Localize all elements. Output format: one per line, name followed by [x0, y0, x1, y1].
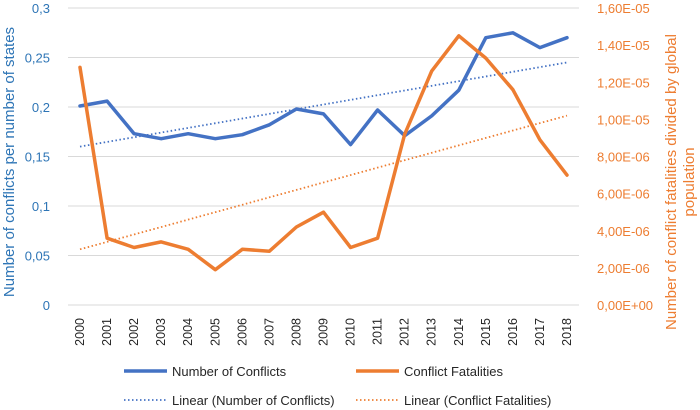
legend-label-linear-conflicts: Linear (Number of Conflicts) [172, 393, 335, 408]
left-axis-title: Number of conflicts per number of states [1, 27, 18, 297]
x-tick-label: 2000 [73, 318, 87, 346]
series-line-conflict-fatalities [78, 34, 569, 272]
trendline-number-of-conflicts [79, 61, 568, 148]
x-tick-label: 2003 [154, 318, 168, 346]
left-tick-label: 0,3 [32, 1, 50, 16]
x-tick-label: 2018 [560, 318, 574, 346]
x-tick-label: 2014 [452, 318, 466, 346]
right-axis-ticks: 0,00E+00 2,00E-06 4,00E-06 6,00E-06 8,00E-06… [597, 1, 653, 313]
left-tick-label: 0,2 [32, 100, 50, 115]
right-axis-title-line2: population [681, 147, 698, 216]
legend-label-number-of-conflicts: Number of Conflicts [172, 364, 287, 379]
x-tick-label: 2005 [208, 318, 222, 346]
x-tick-label: 2015 [479, 318, 493, 346]
right-tick-label: 6,00E-06 [597, 187, 650, 202]
x-tick-label: 2011 [371, 318, 385, 345]
x-tick-label: 2017 [533, 318, 547, 346]
right-tick-label: 1,40E-05 [597, 38, 650, 53]
legend-label-linear-fatalities: Linear (Conflict Fatalities) [404, 393, 551, 408]
x-tick-label: 2002 [127, 318, 141, 346]
x-tick-label: 2016 [506, 318, 520, 346]
right-tick-label: 1,20E-05 [597, 75, 650, 90]
x-tick-label: 2001 [100, 318, 114, 346]
right-tick-label: 4,00E-06 [597, 224, 650, 239]
legend: Number of Conflicts Conflict Fatalities … [124, 364, 551, 408]
series-line-number-of-conflicts [78, 31, 569, 147]
gridlines [68, 7, 579, 306]
left-tick-label: 0,05 [25, 249, 50, 264]
x-tick-label: 2004 [181, 318, 195, 346]
right-tick-label: 0,00E+00 [597, 298, 653, 313]
right-tick-label: 8,00E-06 [597, 150, 650, 165]
trendlines [79, 61, 568, 251]
right-tick-label: 2,00E-06 [597, 261, 650, 276]
x-tick-label: 2013 [425, 318, 439, 346]
left-tick-label: 0 [43, 298, 50, 313]
left-tick-label: 0,25 [25, 51, 50, 66]
right-axis-title-line1: Number of conflict fatalities divided by… [663, 34, 680, 330]
x-tick-label: 2008 [289, 318, 303, 346]
left-axis-ticks: 0 0,05 0,1 0,15 0,2 0,25 0,3 [25, 1, 50, 313]
x-tick-label: 2009 [317, 318, 331, 346]
legend-label-conflict-fatalities: Conflict Fatalities [404, 364, 503, 379]
right-tick-label: 1,60E-05 [597, 1, 650, 16]
series-lines [78, 31, 569, 272]
x-tick-label: 2006 [235, 318, 249, 346]
x-tick-label: 2012 [398, 318, 412, 346]
left-tick-label: 0,1 [32, 199, 50, 214]
trendline-conflict-fatalities [79, 114, 568, 251]
right-tick-label: 1,00E-05 [597, 112, 650, 127]
x-tick-label: 2007 [262, 318, 276, 346]
left-tick-label: 0,15 [25, 150, 50, 165]
x-axis-ticks: 2000 2001 2002 2003 2004 2005 2006 2007 2008 2009… [73, 318, 574, 346]
x-tick-label: 2010 [344, 318, 358, 346]
